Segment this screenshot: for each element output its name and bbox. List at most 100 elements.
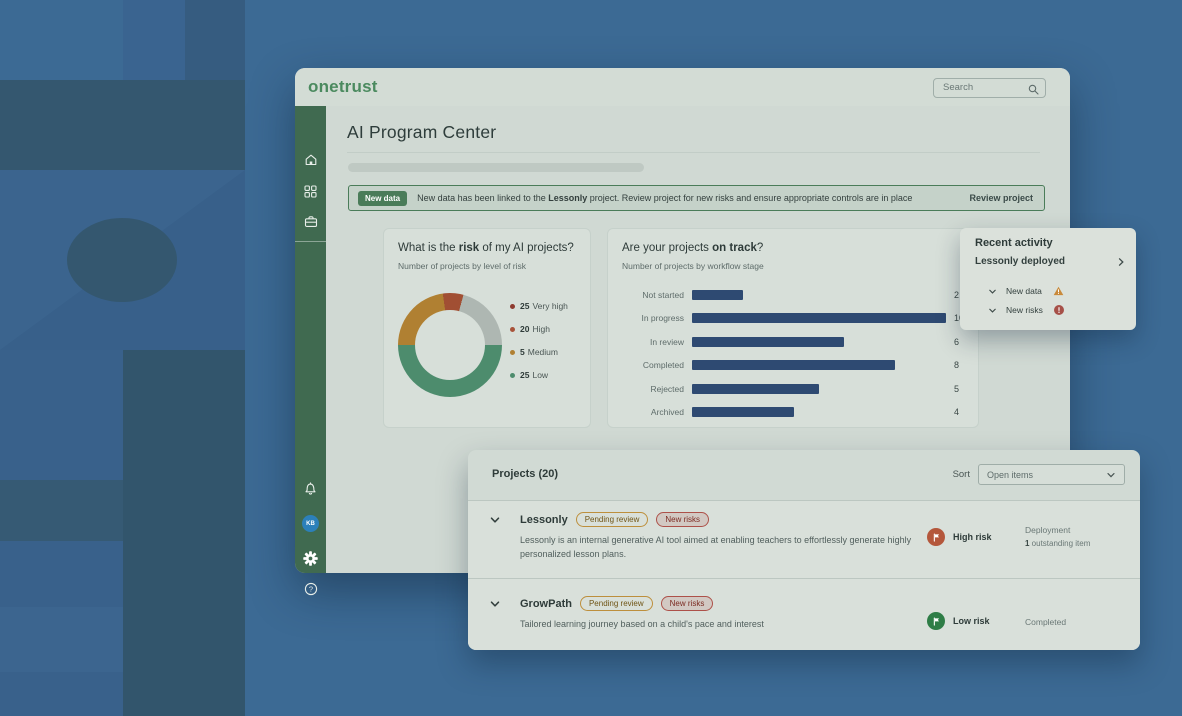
bar-track bbox=[692, 313, 946, 324]
error-circle-icon bbox=[1053, 305, 1064, 315]
app-window: onetrust KB bbox=[295, 68, 1070, 596]
recent-activity-list: New data New risks bbox=[988, 286, 1064, 315]
legend-dot bbox=[510, 303, 515, 309]
bar-row: Rejected 5 bbox=[618, 377, 968, 401]
legend-label: Very high bbox=[532, 301, 568, 311]
bg-rect bbox=[0, 607, 123, 672]
bar-category-label: Not started bbox=[642, 289, 684, 300]
bar-category-label: In review bbox=[649, 336, 684, 347]
project-description: Lessonly is an internal generative AI to… bbox=[520, 535, 912, 559]
bar-row: Archived 4 bbox=[618, 401, 968, 425]
sidebar-item-projects-briefcase-icon[interactable] bbox=[295, 215, 326, 228]
workflow-chart-card: Are your projects on track? Number of pr… bbox=[607, 228, 979, 428]
risk-donut-chart bbox=[398, 293, 502, 397]
workflow-bar-chart: Not started 2 In progress 10 In review 6 Compl… bbox=[618, 283, 968, 424]
expand-chevron-icon[interactable] bbox=[489, 514, 501, 526]
low-risk-flag-icon bbox=[927, 612, 945, 630]
bar-row: In review 6 bbox=[618, 330, 968, 354]
legend-value: 5 bbox=[520, 347, 525, 357]
bar-category-label: In progress bbox=[641, 313, 684, 324]
bg-rect bbox=[123, 0, 185, 80]
bar-value: 4 bbox=[954, 407, 960, 418]
project-description: Tailored learning journey based on a chi… bbox=[520, 619, 764, 629]
page-title: AI Program Center bbox=[347, 122, 497, 142]
review-project-link[interactable]: Review project bbox=[969, 193, 1033, 203]
projects-header: Projects (20) Sort Open items bbox=[468, 450, 1140, 500]
pending-review-badge: Pending review bbox=[579, 596, 653, 611]
bar-category-label: Archived bbox=[650, 407, 684, 418]
user-avatar[interactable]: KB bbox=[302, 515, 319, 532]
status-stage: Deployment bbox=[1025, 525, 1071, 535]
bg-rect bbox=[185, 0, 245, 80]
sidebar-item-apps-grid-icon[interactable] bbox=[295, 185, 326, 198]
project-name: Lessonly bbox=[520, 513, 568, 526]
legend-item: 25 Low bbox=[510, 370, 568, 380]
sidebar-divider bbox=[295, 241, 326, 242]
search-icon bbox=[1028, 82, 1039, 100]
bar-track bbox=[692, 289, 946, 300]
new-risks-badge: New risks bbox=[660, 596, 714, 611]
recent-activity-title: Recent activity bbox=[975, 237, 1053, 249]
project-row-lessonly[interactable]: Lessonly Pending review New risks Lesson… bbox=[468, 501, 1140, 578]
legend-dot bbox=[510, 349, 515, 355]
risk-card-title: What is the risk of my AI projects? bbox=[398, 242, 574, 254]
project-name: GrowPath bbox=[520, 597, 572, 610]
sort-label: Sort bbox=[952, 469, 970, 480]
risk-card-subtitle: Number of projects by level of risk bbox=[398, 261, 527, 271]
notifications-bell-icon[interactable] bbox=[295, 481, 326, 495]
banner-message: New data has been linked to the Lessonly… bbox=[417, 193, 913, 203]
bar-value: 2 bbox=[954, 289, 960, 300]
activity-item-title: Lessonly deployed bbox=[975, 256, 1066, 267]
bar-track bbox=[692, 383, 946, 394]
warning-triangle-icon bbox=[1053, 286, 1064, 296]
workflow-card-subtitle: Number of projects by workflow stage bbox=[622, 261, 764, 271]
new-risks-badge: New risks bbox=[656, 512, 710, 527]
settings-gear-icon[interactable] bbox=[295, 551, 326, 566]
activity-sub-item[interactable]: New data bbox=[988, 286, 1064, 296]
divider bbox=[468, 578, 1140, 579]
bar bbox=[692, 360, 895, 371]
legend-item: 5 Medium bbox=[510, 347, 568, 357]
legend-item: 25 Very high bbox=[510, 301, 568, 311]
activity-sub-item[interactable]: New risks bbox=[988, 305, 1064, 315]
bar bbox=[692, 313, 946, 324]
status-stage: Completed bbox=[1025, 617, 1067, 627]
new-data-badge: New data bbox=[358, 190, 408, 206]
skeleton-loading-bar bbox=[348, 163, 644, 172]
bar-category-label: Rejected bbox=[650, 383, 684, 394]
bar bbox=[692, 289, 743, 300]
search-box bbox=[933, 77, 1046, 100]
project-row-growpath[interactable]: GrowPath Pending review New risks Tailor… bbox=[468, 579, 1140, 650]
projects-title: Projects (20) bbox=[492, 468, 559, 480]
high-risk-flag-icon bbox=[927, 528, 945, 546]
main-content: AI Program Center New data New data has … bbox=[326, 106, 1070, 573]
risk-indicator: High risk bbox=[927, 528, 992, 546]
chevron-down-icon[interactable] bbox=[988, 306, 997, 315]
bar bbox=[692, 407, 794, 418]
status-outstanding: 1 outstanding item bbox=[1025, 539, 1091, 548]
legend-value: 25 bbox=[520, 301, 530, 311]
donut-hole bbox=[415, 310, 485, 380]
legend-label: Medium bbox=[527, 347, 558, 357]
risk-label: High risk bbox=[953, 532, 992, 542]
help-icon[interactable]: ? bbox=[295, 582, 326, 596]
legend-dot bbox=[510, 372, 515, 378]
legend-label: High bbox=[532, 324, 550, 334]
chevron-right-icon[interactable] bbox=[1116, 257, 1126, 267]
sidebar: KB ? bbox=[295, 106, 326, 596]
expand-chevron-icon[interactable] bbox=[489, 598, 501, 610]
chevron-down-icon[interactable] bbox=[988, 287, 997, 296]
recent-activity-item[interactable]: Lessonly deployed bbox=[975, 256, 1126, 267]
sidebar-item-home[interactable] bbox=[295, 153, 326, 167]
sort-dropdown[interactable]: Open items bbox=[978, 464, 1125, 485]
bar-row: In progress 10 bbox=[618, 307, 968, 331]
legend-item: 20 High bbox=[510, 324, 568, 334]
risk-chart-card: What is the risk of my AI projects? Numb… bbox=[383, 228, 591, 428]
recent-activity-panel: Recent activity Lessonly deployed New da… bbox=[960, 228, 1136, 330]
topbar: onetrust bbox=[295, 68, 1070, 106]
bar-category-label: Completed bbox=[642, 360, 684, 371]
bar-value: 5 bbox=[954, 383, 960, 394]
search-input[interactable] bbox=[933, 77, 1046, 98]
bar bbox=[692, 336, 844, 347]
chevron-down-icon bbox=[1106, 470, 1116, 480]
